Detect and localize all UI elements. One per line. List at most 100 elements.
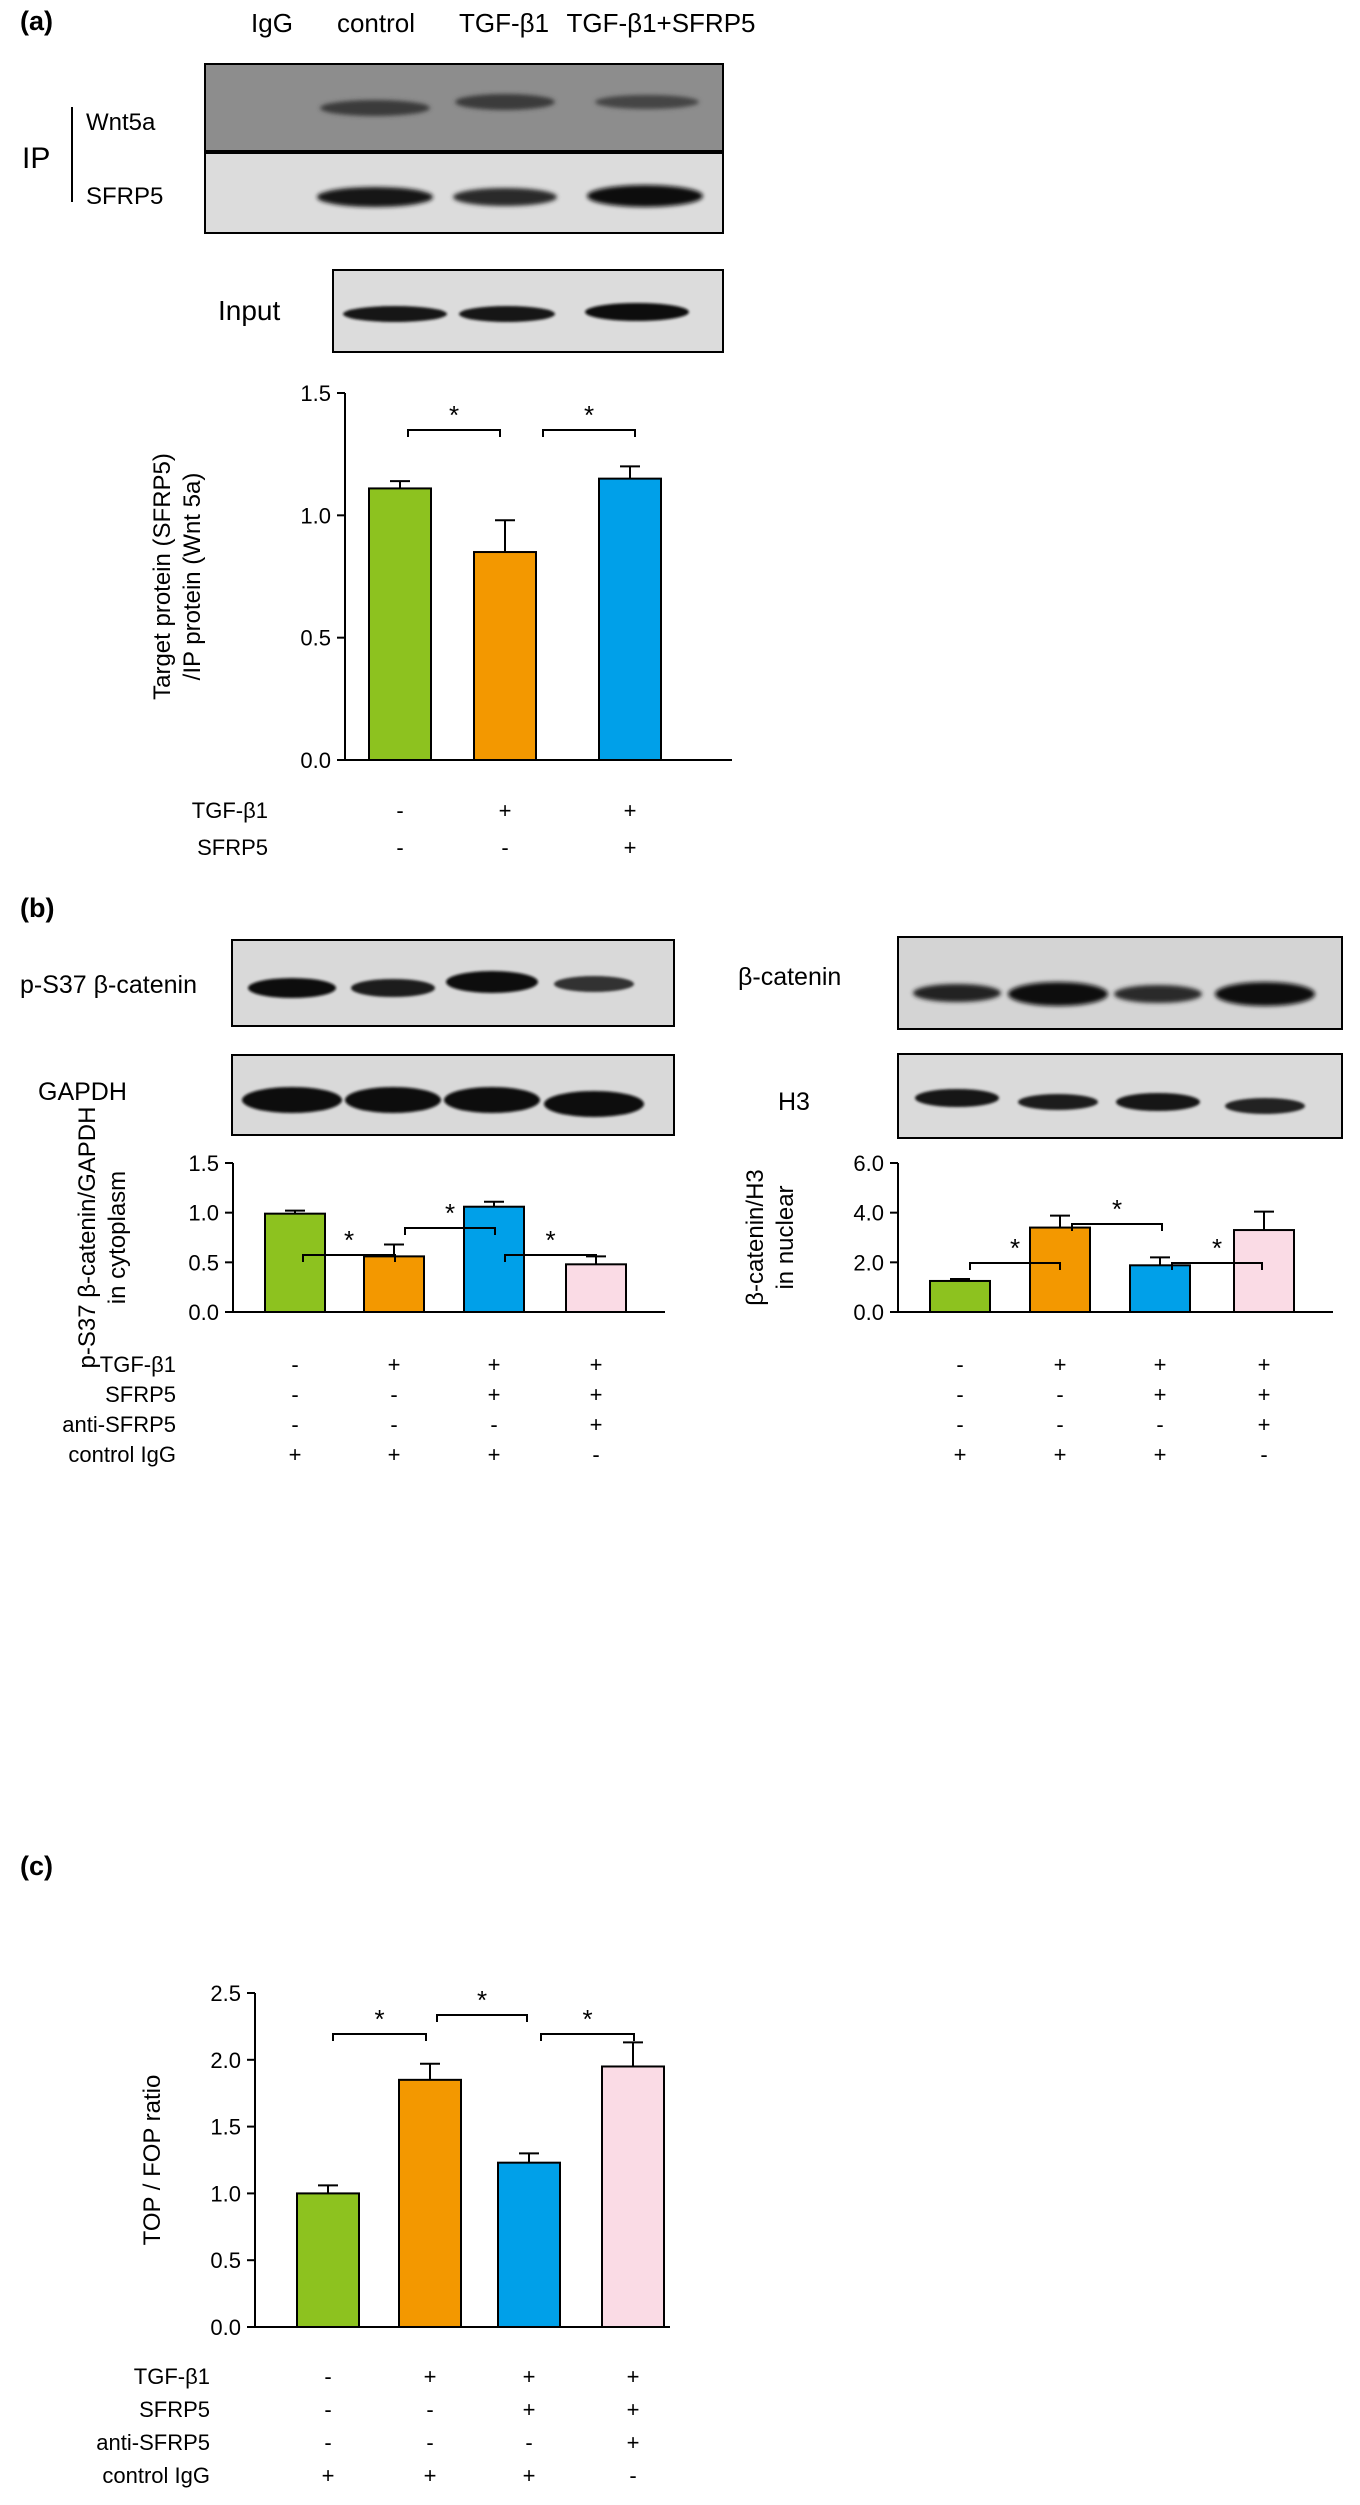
ps37-blot [231,939,675,1027]
bar [565,1263,627,1313]
significance-star: * [477,1985,487,2015]
treatment-sign: + [424,2463,437,2488]
blot-label-bcatenin: β-catenin [738,963,841,991]
treatment-sign: + [499,798,512,823]
h3-blot [897,1053,1343,1139]
treatment-sign: - [592,1442,599,1467]
bar [398,2078,462,2329]
treatment-sign: - [1056,1382,1063,1407]
treatment-sign: - [291,1412,298,1437]
y-tick-label: 0.0 [853,1300,884,1325]
chart-c: 0.0 0.5 1.0 1.5 2.0 2.5 TOP / FOP ratio * * * TGF-… [96,1981,670,2488]
blot-label-gapdh: GAPDH [38,1078,127,1106]
chart-b-right: 0.0 2.0 4.0 6.0 β-catenin/H3 in nuclear * * * - + +… [742,1151,1333,1467]
panel-c-label: (c) [20,1851,53,1881]
y-axis-label: in cytoplasm [104,1171,131,1304]
bar [363,1255,425,1313]
bar [463,1205,525,1313]
y-tick-label: 0.5 [300,626,331,651]
chart-a: 0.0 0.5 1.0 1.5 Target protein (SFRP5)/IP pr… [149,381,732,860]
treatment-label: SFRP5 [197,835,268,860]
input-blot [332,269,724,353]
lane-label-control: control [337,8,415,38]
y-tick-label: 1.0 [188,1201,219,1226]
treatment-label: SFRP5 [139,2397,210,2422]
treatment-label: SFRP5 [105,1382,176,1407]
treatment-sign: + [1258,1352,1271,1377]
y-tick-label: 1.5 [300,381,331,406]
treatment-sign: + [590,1382,603,1407]
treatment-sign: - [291,1352,298,1377]
treatment-label: anti-SFRP5 [62,1412,176,1437]
significance-bracket [1171,1262,1263,1270]
significance-star: * [582,2004,592,2034]
bar [368,487,432,761]
y-tick-label: 0.5 [210,2248,241,2273]
bar [1233,1229,1295,1314]
treatment-sign: - [426,2430,433,2455]
treatment-sign: + [954,1442,967,1467]
y-tick-label: 2.0 [210,2048,241,2073]
ip-label: IP [22,142,50,175]
bar [601,2065,665,2328]
treatment-sign: + [590,1412,603,1437]
treatment-sign: + [624,835,637,860]
y-tick-label: 0.0 [210,2315,241,2340]
y-tick-label: 2.0 [853,1250,884,1275]
y-axis-label: Target protein (SFRP5) [149,453,176,700]
treatment-sign: + [1154,1442,1167,1467]
treatment-label: TGF-β1 [134,2364,210,2389]
significance-star: * [449,400,459,430]
significance-bracket [332,2033,427,2041]
treatment-label: TGF-β1 [192,798,268,823]
bar [497,2161,561,2329]
treatment-sign: + [322,2463,335,2488]
blot-label-wnt5a: Wnt5a [86,109,156,136]
treatment-sign: - [291,1382,298,1407]
bcatenin-blot [897,936,1343,1030]
significance-star: * [1010,1233,1020,1263]
treatment-sign: - [1156,1412,1163,1437]
treatment-sign: - [490,1412,497,1437]
y-axis-label: p-S37 β-catenin/GAPDH [74,1107,101,1369]
treatment-sign: - [956,1412,963,1437]
treatment-sign: + [523,2463,536,2488]
significance-star: * [545,1225,555,1255]
treatment-sign: + [488,1382,501,1407]
bar [598,477,662,761]
lane-label-tgf: TGF-β1 [459,8,549,38]
significance-bracket [969,1262,1061,1270]
treatment-sign: - [1260,1442,1267,1467]
treatment-sign: + [1258,1382,1271,1407]
wnt5a-blot [204,63,724,152]
significance-star: * [344,1225,354,1255]
treatment-sign: + [624,798,637,823]
treatment-sign: - [324,2364,331,2389]
treatment-sign: - [956,1352,963,1377]
significance-star: * [1212,1233,1222,1263]
significance-bracket [302,1254,396,1262]
bar [1129,1264,1191,1314]
y-axis-label: /IP protein (Wnt 5a) [179,473,206,681]
significance-bracket [407,429,501,437]
treatment-sign: + [627,2397,640,2422]
y-tick-label: 1.5 [210,2115,241,2140]
y-tick-label: 1.0 [300,503,331,528]
sfrp5-ip-blot [204,152,724,234]
chart-b-left: 0.0 0.5 1.0 1.5 p-S37 β-catenin/GAPDH in cyto… [62,1107,665,1467]
treatment-label: control IgG [102,2463,210,2488]
y-tick-label: 0.0 [188,1300,219,1325]
significance-bracket [542,429,636,437]
bar [929,1279,991,1314]
treatment-sign: - [426,2397,433,2422]
treatment-sign: + [424,2364,437,2389]
treatment-sign: + [488,1352,501,1377]
treatment-sign: + [488,1442,501,1467]
y-tick-label: 1.0 [210,2181,241,2206]
y-tick-label: 0.5 [188,1250,219,1275]
y-axis-label: β-catenin/H3 [742,1169,769,1306]
panel-a-label: (a) [20,6,53,36]
y-tick-label: 1.5 [188,1151,219,1176]
treatment-sign: - [390,1382,397,1407]
